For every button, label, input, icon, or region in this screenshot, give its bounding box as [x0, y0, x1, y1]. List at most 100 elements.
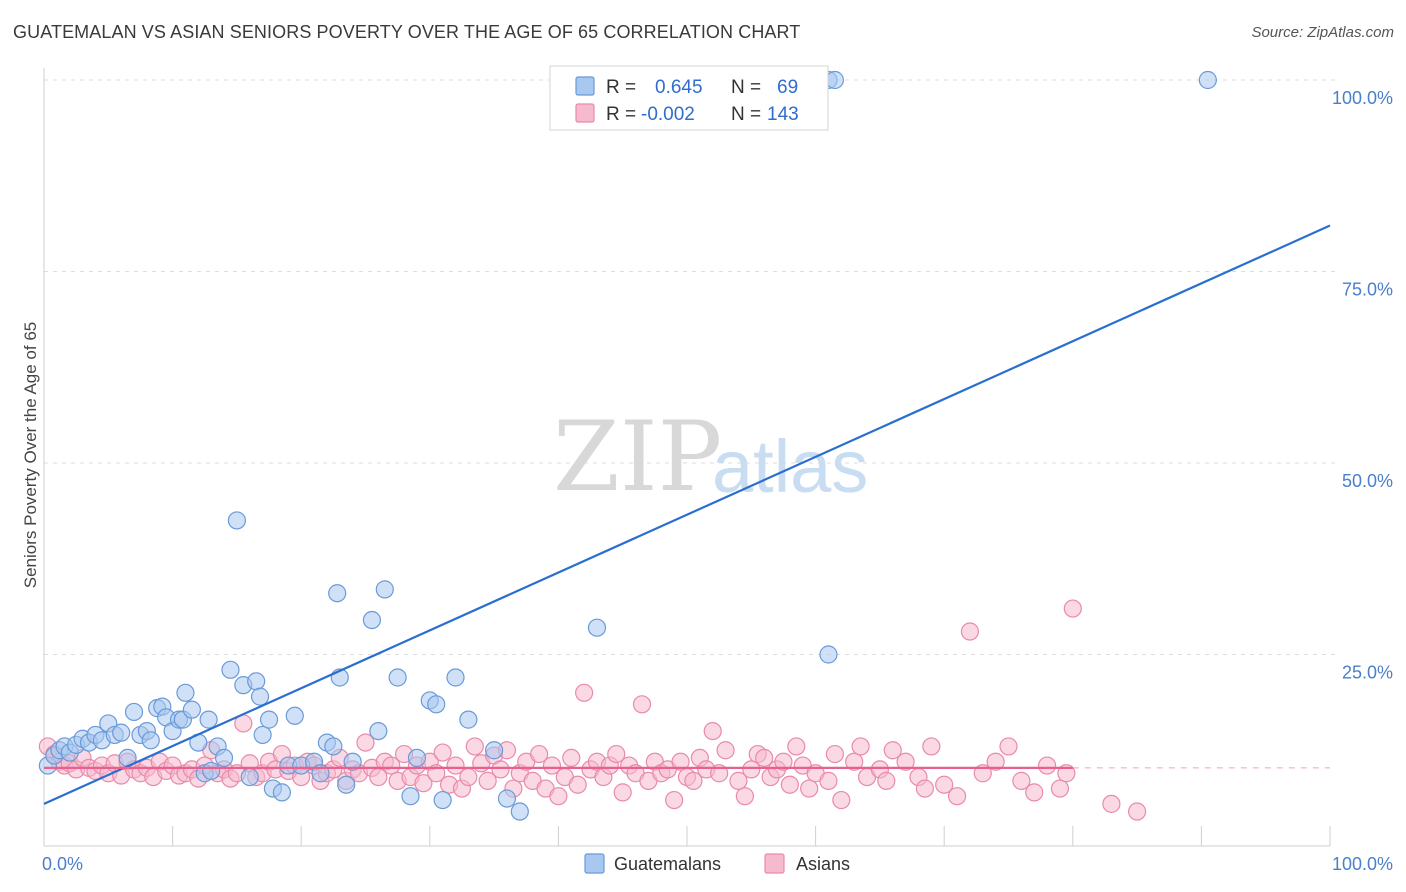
asians-point — [671, 752, 690, 771]
guatemalans-point — [182, 700, 201, 719]
guatemalans-point — [250, 687, 270, 706]
guatemalans-point — [221, 660, 240, 679]
asians-point — [883, 741, 902, 760]
guatemalans-point — [407, 748, 427, 768]
asians-point — [896, 752, 915, 771]
asians-point — [446, 756, 465, 775]
watermark-atlas: atlas — [712, 425, 868, 508]
watermark: ZIP atlas — [553, 401, 868, 513]
trendlines — [43, 224, 1331, 805]
asians-point — [549, 787, 568, 806]
chart-source: Source: ZipAtlas.com — [1251, 24, 1394, 41]
y-tick-label: 25.0% — [1342, 663, 1393, 683]
x-tick-label: 100.0% — [1332, 854, 1393, 874]
asians-point — [459, 767, 478, 787]
asians-point — [1025, 783, 1044, 802]
legend-r-label-asians: R = — [606, 104, 636, 125]
asians-point — [742, 760, 761, 779]
asians-point — [710, 764, 729, 783]
guatemalans-point — [247, 672, 266, 691]
legend-n-label-guatemalans: N = — [731, 77, 761, 98]
asians-point — [613, 783, 632, 802]
asians-point — [947, 787, 967, 806]
guatemalans-point — [497, 789, 517, 808]
series-legend-swatch-asians — [764, 853, 785, 874]
series-legend-label-guatemalans: Guatemalans — [614, 854, 721, 874]
asians-point — [632, 695, 652, 714]
stats-legend-box — [549, 65, 829, 131]
asians-point — [684, 771, 703, 790]
asians-point — [780, 775, 799, 794]
guatemalans-point — [253, 725, 272, 745]
guatemalans-point — [337, 775, 356, 794]
y-tick-label: 50.0% — [1342, 471, 1393, 491]
x-tick-label: 0.0% — [42, 854, 83, 874]
legend-n-value-guatemalans: 69 — [777, 77, 798, 98]
guatemalans-point — [825, 70, 844, 90]
asians-point — [1102, 794, 1121, 813]
asians-point — [478, 771, 497, 790]
asians-point — [1127, 802, 1147, 821]
guatemalans-trendline — [43, 224, 1331, 805]
legend-r-value-asians: -0.002 — [641, 104, 695, 125]
asians-point — [491, 760, 510, 779]
asians-point — [960, 622, 980, 641]
guatemalans-point — [272, 783, 292, 802]
guatemalans-point — [328, 584, 347, 603]
asians-point — [356, 733, 375, 752]
asians-point — [530, 744, 549, 764]
guatemalans-point — [202, 761, 221, 781]
asians-point — [774, 752, 793, 771]
asians-point — [973, 764, 992, 783]
asians-point — [465, 737, 484, 756]
guatemalans-point — [369, 721, 388, 741]
series-legend-swatch-guatemalans — [584, 853, 605, 874]
asians-point — [607, 744, 626, 764]
y-tick-label: 75.0% — [1342, 280, 1393, 300]
asians-point — [1037, 756, 1057, 775]
asians-point — [716, 741, 735, 760]
series-legend: Guatemalans Asians — [584, 853, 850, 874]
guatemalans-point — [433, 790, 452, 810]
legend-r-label-guatemalans: R = — [606, 77, 636, 98]
guatemalans-point — [375, 580, 394, 599]
asians-point — [729, 771, 748, 790]
x-tick-labels: 0.0% 100.0% — [42, 854, 1393, 874]
asians-point — [427, 764, 446, 783]
y-axis-title: Seniors Poverty Over the Age of 65 — [21, 322, 40, 588]
asians-point — [382, 756, 401, 775]
legend-swatch-asians — [575, 103, 595, 123]
guatemalans-point — [240, 767, 259, 787]
asians-point — [999, 737, 1018, 756]
asians-point — [542, 756, 562, 775]
gridlines — [44, 79, 1340, 655]
guatemalans-point — [214, 748, 234, 768]
asians-point — [1012, 771, 1031, 790]
guatemalans-point — [485, 741, 504, 760]
axes — [43, 68, 1331, 847]
asians-point — [800, 779, 819, 798]
legend-r-value-guatemalans: 0.645 — [655, 77, 703, 98]
guatemalans-point — [427, 695, 446, 714]
guatemalans-point — [459, 710, 478, 729]
asians-point — [665, 790, 684, 810]
asians-point — [414, 774, 433, 793]
asians-point — [851, 737, 870, 756]
guatemalans-point — [324, 737, 343, 756]
guatemalans-point — [176, 683, 195, 702]
guatemalans-point — [343, 752, 362, 771]
guatemalans-point — [587, 618, 607, 637]
guatemalans-point — [401, 787, 420, 806]
guatemalans-point — [227, 511, 246, 530]
asians-point — [845, 752, 864, 771]
asians-point — [922, 737, 941, 756]
guatemalans-point — [362, 610, 382, 630]
series-legend-label-asians: Asians — [796, 854, 850, 874]
guatemalans-point — [510, 802, 529, 821]
legend-n-value-asians: 143 — [767, 104, 799, 125]
asians-point — [986, 752, 1005, 771]
asians-point — [787, 737, 806, 756]
chart-title: GUATEMALAN VS ASIAN SENIORS POVERTY OVER… — [13, 22, 801, 42]
guatemalans-point — [446, 668, 465, 687]
